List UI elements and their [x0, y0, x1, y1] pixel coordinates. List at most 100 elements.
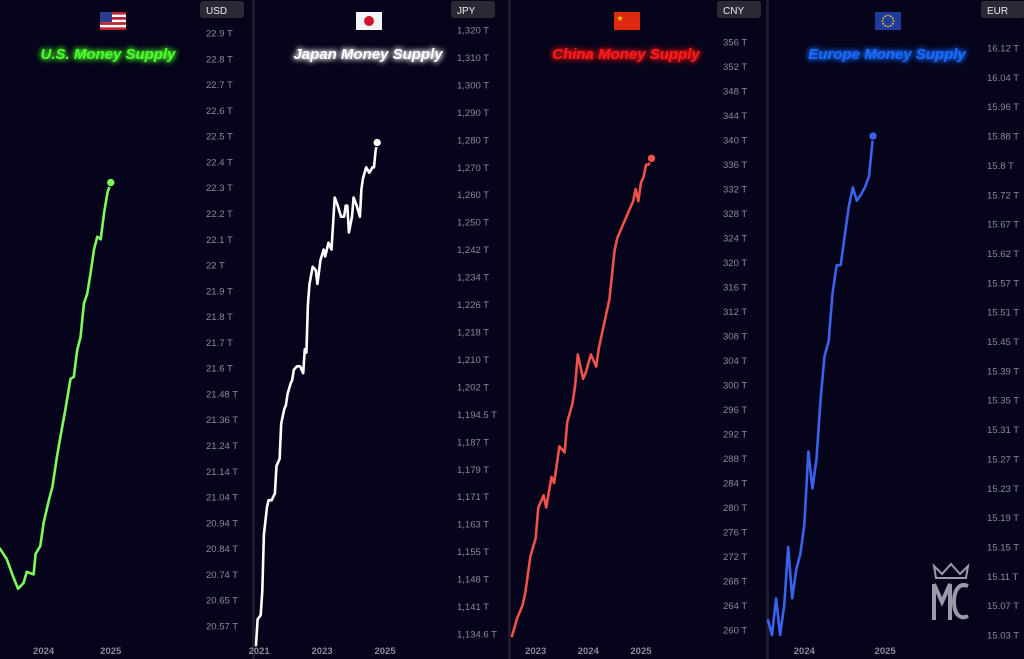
- y-tick-label: 1,270 T: [457, 163, 489, 174]
- y-tick-label: 1,280 T: [457, 135, 489, 146]
- y-tick-label: 1,141 T: [457, 602, 489, 613]
- y-tick-label: 1,148 T: [457, 575, 489, 586]
- y-tick-label: 1,250 T: [457, 218, 489, 229]
- y-tick-label: 292 T: [723, 430, 747, 441]
- flag-eu-icon: [875, 12, 901, 30]
- y-tick-label: 15.88 T: [987, 132, 1019, 143]
- y-tick-label: 1,218 T: [457, 328, 489, 339]
- y-tick-label: 332 T: [723, 185, 747, 196]
- last-value-marker: [372, 137, 382, 148]
- y-tick-label: 15.23 T: [987, 484, 1019, 495]
- last-value-marker: [646, 153, 657, 164]
- y-tick-label: 21.36 T: [206, 415, 238, 426]
- chart-title: Japan Money Supply: [293, 46, 443, 63]
- y-tick-label: 264 T: [723, 601, 747, 612]
- y-tick-label: 288 T: [723, 454, 747, 465]
- y-tick-label: 15.51 T: [987, 308, 1019, 319]
- currency-label: EUR: [987, 6, 1008, 17]
- y-tick-label: 20.74 T: [206, 570, 238, 581]
- y-tick-label: 276 T: [723, 528, 747, 539]
- y-tick-label: 1,202 T: [457, 382, 489, 393]
- y-tick-label: 22.7 T: [206, 80, 233, 91]
- currency-badge: [981, 1, 1024, 18]
- x-tick-label: 2024: [578, 646, 600, 657]
- chart-title: China Money Supply: [552, 46, 700, 63]
- currency-badge: [717, 1, 761, 18]
- y-tick-label: 1,260 T: [457, 190, 489, 201]
- y-tick-label: 20.94 T: [206, 518, 238, 529]
- panel-divider: [252, 0, 255, 659]
- y-tick-label: 1,179 T: [457, 465, 489, 476]
- y-tick-label: 1,242 T: [457, 245, 489, 256]
- last-value-marker: [106, 177, 116, 188]
- y-tick-label: 296 T: [723, 405, 747, 416]
- flag-us-icon: [100, 12, 126, 30]
- chart-title: Europe Money Supply: [808, 46, 966, 63]
- y-tick-label: 15.07 T: [987, 601, 1019, 612]
- mc-crown-logo: [932, 562, 970, 620]
- y-tick-label: 22.5 T: [206, 132, 233, 143]
- y-tick-label: 280 T: [723, 503, 747, 514]
- last-value-marker: [868, 131, 878, 141]
- y-tick-label: 15.31 T: [987, 425, 1019, 436]
- y-tick-label: 22.8 T: [206, 54, 233, 65]
- y-tick-label: 300 T: [723, 381, 747, 392]
- y-tick-label: 1,163 T: [457, 520, 489, 531]
- y-tick-label: 348 T: [723, 87, 747, 98]
- y-tick-label: 268 T: [723, 577, 747, 588]
- x-tick-label: 2024: [33, 646, 55, 657]
- y-tick-label: 1,290 T: [457, 108, 489, 119]
- y-tick-label: 22.6 T: [206, 106, 233, 117]
- y-tick-label: 21.04 T: [206, 493, 238, 504]
- chart-title: U.S. Money Supply: [40, 46, 176, 63]
- x-tick-label: 2023: [312, 646, 333, 657]
- y-tick-label: 20.65 T: [206, 596, 238, 607]
- y-tick-label: 272 T: [723, 552, 747, 563]
- y-tick-label: 21.7 T: [206, 338, 233, 349]
- y-tick-label: 260 T: [723, 626, 747, 637]
- chart-panel-cny: ★ China Money Supply CNY 356 T 352 T 348 T 344…: [510, 1, 761, 657]
- y-tick-label: 22.3 T: [206, 183, 233, 194]
- x-tick-label: 2025: [875, 646, 897, 657]
- y-tick-label: 16.12 T: [987, 44, 1019, 55]
- x-tick-label: 2023: [525, 646, 546, 657]
- y-tick-label: 284 T: [723, 479, 747, 490]
- y-tick-label: 15.57 T: [987, 278, 1019, 289]
- currency-badge: [200, 1, 244, 18]
- y-tick-label: 15.39 T: [987, 366, 1019, 377]
- flag-china-icon: ★: [614, 12, 640, 30]
- y-tick-label: 320 T: [723, 258, 747, 269]
- y-tick-label: 15.45 T: [987, 337, 1019, 348]
- y-tick-label: 21.8 T: [206, 312, 233, 323]
- y-tick-label: 15.62 T: [987, 249, 1019, 260]
- series-line: [766, 134, 875, 637]
- y-tick-label: 1,194.5 T: [457, 410, 497, 421]
- series-line: [0, 181, 112, 591]
- chart-panel-usd: U.S. Money Supply USD 22.9 T 22.8 T 22.7 T 22…: [0, 1, 244, 657]
- y-tick-label: 352 T: [723, 62, 747, 73]
- x-tick-label: 2024: [794, 646, 816, 657]
- y-tick-label: 20.84 T: [206, 544, 238, 555]
- currency-label: CNY: [723, 6, 744, 17]
- y-tick-label: 308 T: [723, 332, 747, 343]
- y-tick-label: 336 T: [723, 160, 747, 171]
- y-tick-label: 22 T: [206, 261, 225, 272]
- chart-panel-eur: Europe Money Supply EUR 16.12 T 16.04 T 15.9…: [766, 1, 1024, 657]
- x-tick-label: 2021: [249, 646, 271, 657]
- y-tick-label: 1,171 T: [457, 492, 489, 503]
- y-tick-label: 21.24 T: [206, 441, 238, 452]
- y-tick-label: 344 T: [723, 111, 747, 122]
- y-tick-label: 15.11 T: [987, 572, 1019, 583]
- x-tick-label: 2025: [100, 646, 122, 657]
- y-tick-label: 324 T: [723, 234, 747, 245]
- svg-text:★: ★: [616, 14, 623, 23]
- y-tick-label: 328 T: [723, 209, 747, 220]
- flag-japan-icon: [356, 12, 382, 30]
- y-tick-label: 356 T: [723, 38, 747, 49]
- y-tick-label: 1,234 T: [457, 273, 489, 284]
- y-tick-label: 15.03 T: [987, 631, 1019, 642]
- y-tick-label: 340 T: [723, 136, 747, 147]
- y-tick-label: 21.48 T: [206, 389, 238, 400]
- series-line: [510, 157, 653, 638]
